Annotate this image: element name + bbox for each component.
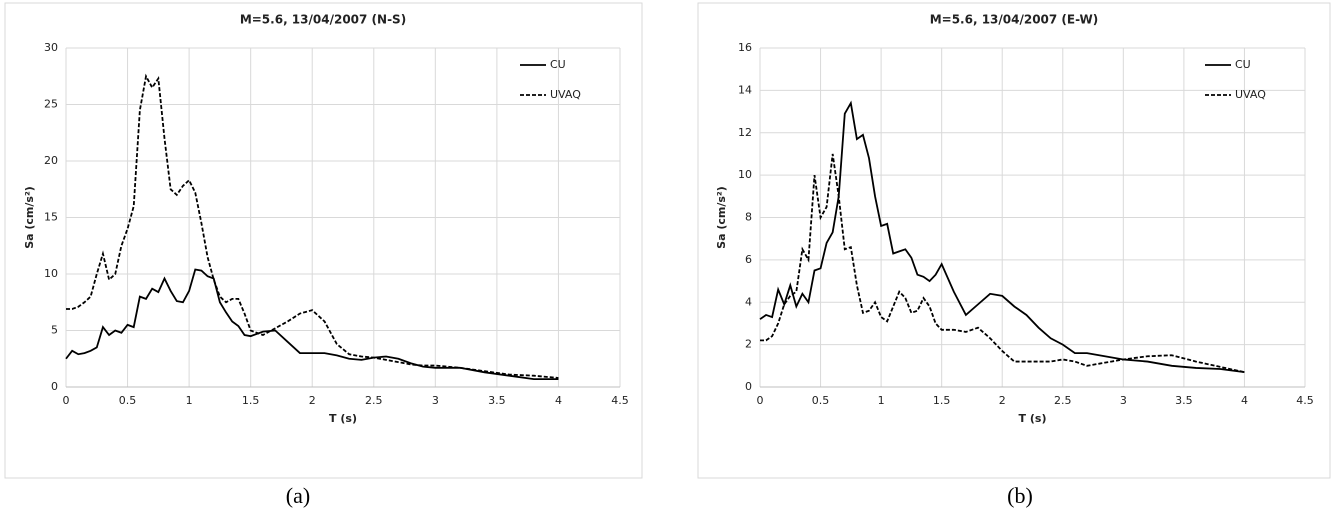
caption: (b) — [1007, 483, 1033, 508]
x-axis-label: T (s) — [1019, 412, 1047, 425]
y-tick-label: 0 — [745, 380, 752, 393]
line-series — [760, 153, 1245, 374]
x-tick-label: 3 — [1120, 394, 1127, 407]
x-tick-label: 2.5 — [365, 394, 383, 407]
x-tick-label: 1.5 — [933, 394, 951, 407]
line-series — [759, 100, 1245, 374]
y-axis-label: Sa (cm/s²) — [715, 186, 728, 249]
y-tick-label: 0 — [51, 380, 58, 393]
chart-title: M=5.6, 13/04/2007 (E-W) — [930, 13, 1099, 27]
x-tick-label: 4.5 — [611, 394, 629, 407]
x-tick-label: 4 — [1241, 394, 1248, 407]
x-tick-label: 3.5 — [488, 394, 506, 407]
x-tick-label: 1 — [186, 394, 193, 407]
x-tick-label: 2.5 — [1054, 394, 1072, 407]
y-tick-label: 10 — [44, 267, 58, 280]
y-tick-label: 2 — [745, 338, 752, 351]
chart-title: M=5.6, 13/04/2007 (N-S) — [240, 13, 406, 27]
y-axis-label: Sa (cm/s²) — [23, 186, 36, 249]
x-tick-label: 0 — [63, 394, 70, 407]
legend-label: CU — [1235, 58, 1251, 71]
x-tick-label: 1 — [878, 394, 885, 407]
x-tick-label: 3 — [432, 394, 439, 407]
y-tick-label: 5 — [51, 324, 58, 337]
y-tick-label: 6 — [745, 253, 752, 266]
y-tick-label: 20 — [44, 154, 58, 167]
x-axis-label: T (s) — [329, 412, 357, 425]
y-tick-label: 25 — [44, 98, 58, 111]
x-tick-label: 1.5 — [242, 394, 260, 407]
y-tick-label: 30 — [44, 41, 58, 54]
x-tick-label: 4 — [555, 394, 562, 407]
y-tick-label: 10 — [738, 168, 752, 181]
y-tick-label: 4 — [745, 295, 752, 308]
y-tick-label: 16 — [738, 41, 752, 54]
line-series — [65, 268, 559, 380]
y-tick-label: 14 — [738, 83, 752, 96]
x-tick-label: 0.5 — [119, 394, 137, 407]
x-tick-label: 4.5 — [1296, 394, 1314, 407]
legend-label: CU — [550, 58, 566, 71]
legend-label: UVAQ — [550, 88, 581, 101]
x-tick-label: 0 — [757, 394, 764, 407]
legend-label: UVAQ — [1235, 88, 1266, 101]
chart-frame — [697, 2, 1331, 479]
caption: (a) — [286, 483, 310, 508]
x-tick-label: 2 — [309, 394, 316, 407]
x-tick-label: 3.5 — [1175, 394, 1193, 407]
y-tick-label: 8 — [745, 211, 752, 224]
y-tick-label: 12 — [738, 126, 752, 139]
y-tick-label: 15 — [44, 211, 58, 224]
x-tick-label: 2 — [999, 394, 1006, 407]
x-tick-label: 0.5 — [812, 394, 830, 407]
chart-frame — [4, 2, 643, 479]
